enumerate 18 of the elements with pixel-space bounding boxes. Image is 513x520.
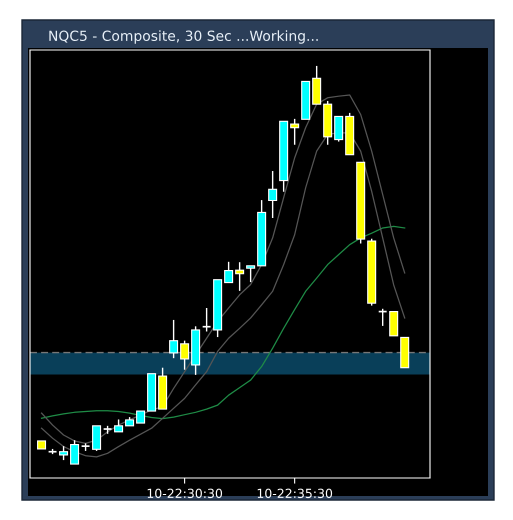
x-tick-label: 10-22:30:30 [148,488,222,498]
candlestick [59,445,68,461]
candlestick [290,118,300,146]
candlestick [268,170,278,219]
candlestick [224,261,234,284]
candlestick [114,418,124,433]
candlestick [136,410,146,424]
candlestick [334,116,344,142]
candlestick [180,340,190,370]
candlestick [202,307,212,332]
candlestick [70,439,80,465]
candlestick [169,319,178,359]
candlestick [92,425,102,452]
chart-title: NQC5 - Composite, 30 Sec ...Working... [49,30,318,44]
candlestick [378,308,388,327]
x-tick-label: 10-22:35:30 [258,488,332,498]
candlestick [235,262,244,292]
candlestick [246,265,256,283]
